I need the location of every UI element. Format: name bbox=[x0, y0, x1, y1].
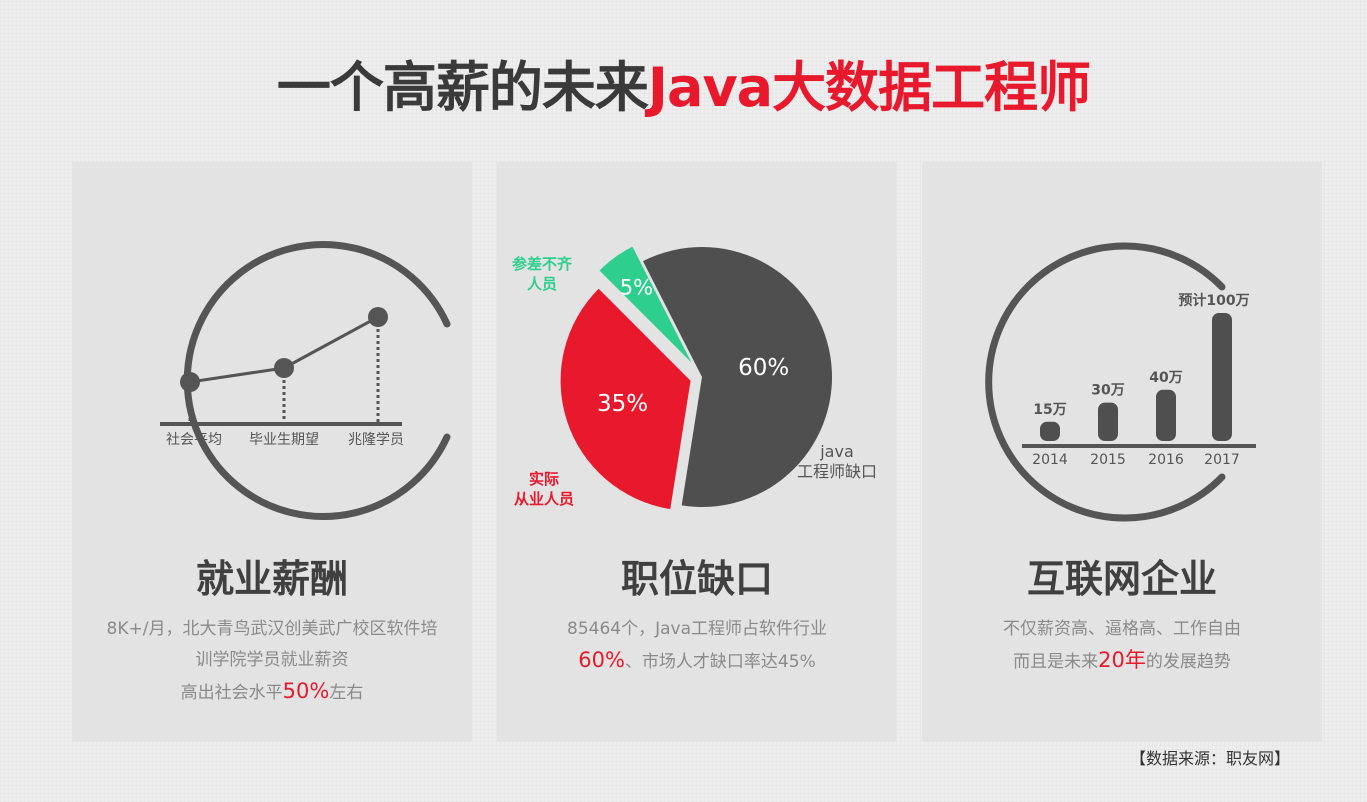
data-point bbox=[368, 307, 388, 327]
desc-line: 8K+/月，北大青鸟武汉创美武广校区软件培 bbox=[106, 619, 438, 639]
pie-value-label: 5% bbox=[620, 276, 653, 300]
salary-label: 社会平均 bbox=[166, 432, 222, 448]
highlight-value: 60% bbox=[578, 648, 625, 672]
page-title: 一个高薪的未来Java大数据工程师 bbox=[0, 52, 1367, 124]
panel-title: 互联网企业 bbox=[1026, 557, 1217, 601]
desc-text: 高出社会水平 bbox=[180, 683, 283, 703]
pie-value-label: 60% bbox=[738, 355, 789, 381]
salary-chart: 社会平均 毕业生期望 兆隆学员 bbox=[160, 241, 451, 520]
desc-line: 不仅薪资高、逼格高、工作自由 bbox=[1003, 619, 1241, 639]
salary-panel: 社会平均 毕业生期望 兆隆学员 就业薪酬 8K+/月，北大青鸟武汉创美武广校区软… bbox=[72, 162, 472, 742]
pie-slice bbox=[599, 246, 692, 363]
bar bbox=[1040, 421, 1060, 441]
internet-panel: 15万 2014 30万 2015 40万 2016 预计100万 2017 互联网企业 不仅… bbox=[922, 162, 1322, 742]
panel-description: 8K+/月，北大青鸟武汉创美武广校区软件培 训学院学员就业薪资 高出社会水平50… bbox=[72, 614, 472, 709]
title-part-1: 一个高薪的未来 bbox=[276, 56, 649, 119]
title-part-2: Java大数据工程师 bbox=[647, 56, 1091, 119]
highlight-value: 50% bbox=[282, 679, 330, 703]
panel-title: 职位缺口 bbox=[620, 557, 773, 601]
bar-category-label: 2017 bbox=[1204, 452, 1240, 468]
data-point bbox=[274, 358, 294, 378]
data-source: 【数据来源：职友网】 bbox=[1129, 749, 1290, 768]
pie-slice-label: 工程师缺口 bbox=[797, 462, 877, 481]
bar-value-label: 30万 bbox=[1091, 383, 1124, 399]
circle-arc bbox=[985, 242, 1226, 522]
panel-title: 就业薪酬 bbox=[195, 557, 348, 601]
desc-text: 的发展趋势 bbox=[1145, 652, 1231, 672]
circle-arc bbox=[183, 241, 451, 520]
highlight-value: 20年 bbox=[1098, 648, 1146, 672]
job-gap-panel: 60% java 工程师缺口 35% 实际从业人员 5% 参差不齐人员 职位缺口 85464… bbox=[497, 162, 897, 742]
desc-line: 训学院学员就业薪资 bbox=[195, 650, 349, 670]
bar-chart: 15万 2014 30万 2015 40万 2016 预计100万 2017 bbox=[985, 242, 1256, 522]
pie-slice-label: java bbox=[819, 442, 854, 461]
bar-value-label: 40万 bbox=[1149, 370, 1182, 386]
desc-text: 而且是未来 bbox=[1013, 652, 1099, 672]
pie-slice bbox=[560, 288, 691, 510]
desc-line: 60%、市场人才缺口率达45% bbox=[497, 645, 897, 678]
desc-line: 高出社会水平50%左右 bbox=[72, 676, 472, 709]
desc-line: 85464个，Java工程师占软件行业 bbox=[567, 619, 827, 639]
bar bbox=[1156, 389, 1176, 441]
bar-value-label: 15万 bbox=[1033, 402, 1066, 418]
bar-category-label: 2015 bbox=[1090, 452, 1126, 468]
pie-slice-label: 人员 bbox=[527, 275, 557, 293]
panel-description: 不仅薪资高、逼格高、工作自由 而且是未来20年的发展趋势 bbox=[922, 614, 1322, 678]
salary-label: 毕业生期望 bbox=[249, 432, 319, 448]
panel-description: 85464个，Java工程师占软件行业 60%、市场人才缺口率达45% bbox=[497, 614, 897, 678]
desc-text: 、市场人才缺口率达45% bbox=[624, 652, 816, 672]
bar-value-label: 预计100万 bbox=[1178, 292, 1249, 309]
data-point bbox=[180, 372, 200, 392]
pie-value-label: 35% bbox=[597, 391, 648, 417]
salary-label: 兆隆学员 bbox=[348, 432, 404, 448]
pie-slice-label: 实际 bbox=[529, 470, 559, 488]
bar bbox=[1212, 313, 1232, 441]
bar bbox=[1098, 402, 1118, 441]
bar-category-label: 2014 bbox=[1032, 452, 1068, 468]
pie-slice-label: 参差不齐 bbox=[512, 255, 573, 273]
pie-slice bbox=[642, 246, 832, 507]
bar-category-label: 2016 bbox=[1148, 452, 1184, 468]
pie-slice-label: 从业人员 bbox=[514, 490, 574, 508]
desc-text: 左右 bbox=[329, 683, 364, 703]
desc-line: 而且是未来20年的发展趋势 bbox=[922, 645, 1322, 678]
